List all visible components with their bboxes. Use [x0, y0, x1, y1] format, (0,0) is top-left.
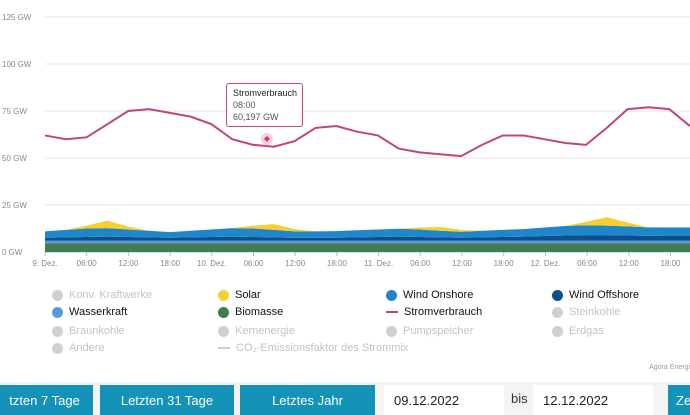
legend-item-pumpspeicher[interactable]: Pumpspeicher	[386, 324, 473, 338]
last-year-button[interactable]: Letztes Jahr	[240, 385, 375, 415]
x-tick-label: 06:00	[410, 259, 431, 268]
x-tick-label: 12:00	[118, 259, 139, 268]
x-tick-label: 06:00	[577, 259, 598, 268]
legend-dot-icon	[52, 342, 63, 354]
legend-label: Solar	[235, 289, 261, 301]
legend-item-co-emissionsfaktor-des-strommix[interactable]: CO₂-Emissionsfaktor des Strommix	[218, 341, 408, 355]
legend-item-erdgas[interactable]: Erdgas	[552, 324, 604, 338]
date-controls: tzten 7 Tage Letzten 31 Tage Letztes Jah…	[0, 383, 690, 415]
tooltip: Stromverbrauch 08:00 60,197 GW	[226, 83, 303, 127]
x-tick-label: 12:00	[619, 259, 640, 268]
legend-dot-icon	[52, 325, 63, 337]
y-tick-label: 50 GW	[2, 154, 27, 163]
legend-line-icon	[218, 347, 230, 349]
legend-dot-icon	[552, 289, 563, 301]
area-wind-onshore	[45, 225, 690, 238]
legend-label: Wind Onshore	[403, 289, 474, 301]
x-tick-label: 18:00	[160, 259, 181, 268]
x-tick-label: 06:00	[243, 259, 264, 268]
legend-dot-icon	[218, 289, 229, 301]
legend-label: Braunkohle	[69, 325, 125, 337]
legend-label: Steinkohle	[569, 306, 621, 318]
x-tick-label: 11. Dez.	[364, 259, 393, 268]
legend-label: Stromverbrauch	[404, 306, 483, 318]
legend-dot-icon	[52, 289, 63, 301]
chart-legend: Konv. Kraftwerke Solar Wind Onshore Wind Of…	[0, 280, 690, 354]
y-tick-label: 100 GW	[2, 60, 32, 69]
from-date-input[interactable]: 09.12.2022	[384, 385, 504, 415]
x-tick-label: 10. Dez.	[197, 259, 227, 268]
x-tick-label: 9. Dez.	[32, 259, 57, 268]
legend-item-biomasse[interactable]: Biomasse	[218, 305, 283, 319]
x-tick-label: 18:00	[494, 259, 515, 268]
credit-text: Agora Energi	[649, 364, 690, 371]
tooltip-time: 08:00	[233, 100, 256, 110]
chart-area: 0 GW 25 GW 50 GW 75 GW 100 GW 125 GW 9. Dez. 06…	[0, 0, 690, 382]
legend-label: Konv. Kraftwerke	[69, 289, 152, 301]
x-tick-label: 12:00	[452, 259, 473, 268]
legend-label: Wasserkraft	[69, 306, 128, 318]
x-tick-label: 12:00	[285, 259, 306, 268]
legend-label: Pumpspeicher	[403, 325, 474, 337]
legend-dot-icon	[52, 306, 63, 318]
area-biomasse	[45, 243, 690, 252]
energy-chart: 0 GW 25 GW 50 GW 75 GW 100 GW 125 GW 9. Dez. 06…	[2, 13, 690, 268]
x-tick-label: 18:00	[660, 259, 681, 268]
legend-line-icon	[386, 311, 398, 313]
y-tick-label: 0 GW	[2, 248, 23, 257]
legend-dot-icon	[386, 289, 397, 301]
last-7-days-button[interactable]: tzten 7 Tage	[0, 385, 93, 415]
zeitraum-button[interactable]: Ze	[668, 385, 690, 415]
line-stromverbrauch	[44, 106, 690, 158]
legend-dot-icon	[218, 325, 229, 337]
legend-item-braunkohle[interactable]: Braunkohle	[52, 324, 125, 338]
legend-item-konv-kraftwerke[interactable]: Konv. Kraftwerke	[52, 288, 152, 302]
to-date-input[interactable]: 12.12.2022	[533, 385, 653, 415]
legend-item-kernenergie[interactable]: Kernenergie	[218, 324, 295, 338]
legend-label: Erdgas	[569, 325, 604, 337]
legend-dot-icon	[552, 306, 563, 318]
hover-marker	[263, 135, 270, 142]
last-31-days-button[interactable]: Letzten 31 Tage	[100, 385, 234, 415]
y-tick-label: 25 GW	[2, 201, 27, 210]
legend-label: Andere	[69, 342, 105, 354]
legend-label: CO₂-Emissionsfaktor des Strommix	[236, 342, 409, 354]
legend-item-stromverbrauch[interactable]: Stromverbrauch	[386, 305, 482, 319]
legend-item-steinkohle[interactable]: Steinkohle	[552, 305, 620, 319]
legend-label: Wind Offshore	[569, 289, 640, 301]
tooltip-value: 60,197 GW	[233, 112, 279, 122]
x-tick-label: 18:00	[327, 259, 348, 268]
x-tick-label: 12. Dez.	[531, 259, 561, 268]
area-wasserkraft	[45, 240, 690, 244]
y-tick-label: 75 GW	[2, 107, 27, 116]
legend-dot-icon	[552, 325, 563, 337]
legend-item-wasserkraft[interactable]: Wasserkraft	[52, 305, 127, 319]
x-tick-label: 06:00	[77, 259, 98, 268]
legend-item-andere[interactable]: Andere	[52, 341, 104, 355]
legend-dot-icon	[218, 306, 229, 318]
legend-item-wind-offshore[interactable]: Wind Offshore	[552, 288, 639, 302]
y-tick-label: 125 GW	[2, 13, 32, 22]
legend-dot-icon	[386, 325, 397, 337]
legend-item-solar[interactable]: Solar	[218, 288, 261, 302]
legend-label: Biomasse	[235, 306, 284, 318]
legend-label: Kernenergie	[235, 325, 295, 337]
bis-label: bis	[511, 391, 528, 406]
legend-item-wind-onshore[interactable]: Wind Onshore	[386, 288, 473, 302]
tooltip-title: Stromverbrauch	[233, 88, 298, 98]
area-wind-offshore	[45, 235, 690, 241]
